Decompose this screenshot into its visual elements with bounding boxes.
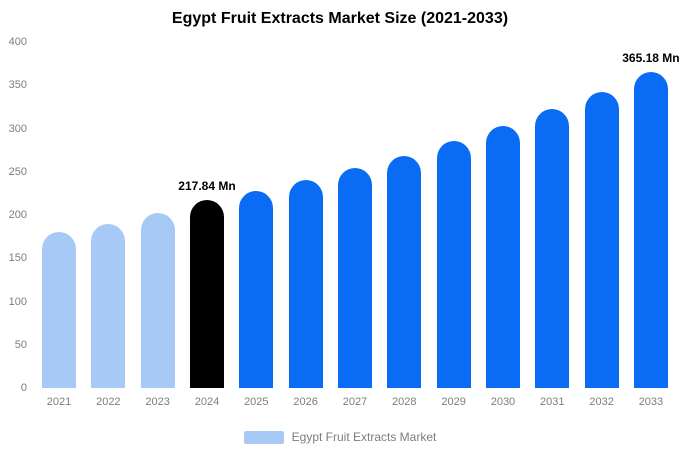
x-tick-label: 2021 <box>46 396 72 408</box>
bar <box>485 125 520 388</box>
bar <box>387 156 422 388</box>
data-label: 365.18 Mn <box>622 51 680 66</box>
y-tick-label: 100 <box>8 295 27 308</box>
legend-swatch <box>243 430 284 444</box>
y-tick-label: 400 <box>8 36 27 48</box>
y-tick-label: 350 <box>8 79 27 92</box>
y-axis: 0 50 100 150 200 250 300 350 400 <box>0 36 30 394</box>
bar-column: 2022 <box>91 42 126 408</box>
y-tick-label: 300 <box>8 122 27 135</box>
bar <box>42 232 76 388</box>
bar-column: 2031 <box>535 42 570 408</box>
y-tick-label: 250 <box>8 165 27 178</box>
bar-column: 2032 <box>584 42 619 408</box>
bar-column: 2025 <box>239 42 274 408</box>
bar <box>535 109 570 388</box>
x-tick-label: 2033 <box>638 396 664 408</box>
legend-label: Egypt Fruit Extracts Market <box>291 430 437 444</box>
x-tick-label: 2030 <box>490 396 516 408</box>
bar <box>633 72 668 388</box>
bar-column: 2030 <box>485 42 520 408</box>
y-tick-label: 200 <box>8 209 27 221</box>
bar <box>436 141 471 388</box>
x-tick-label: 2022 <box>96 396 121 408</box>
bar-column: 365.18 Mn 2033 <box>622 42 679 408</box>
x-tick-label: 2027 <box>342 396 368 408</box>
x-tick-label: 2029 <box>441 396 466 408</box>
x-tick-label: 2031 <box>540 396 565 408</box>
plot-area: 2021 2022 2023 217.84 Mn 2024 2025 2026 2027 202… <box>34 42 680 408</box>
y-tick-label: 150 <box>8 252 27 265</box>
bar-column: 2021 <box>42 42 76 408</box>
bar-column: 2026 <box>288 42 323 408</box>
x-tick-label: 2028 <box>392 396 417 408</box>
legend[interactable]: Egypt Fruit Extracts Market <box>0 430 680 444</box>
bar <box>239 190 274 388</box>
chart-title: Egypt Fruit Extracts Market Size (2021-2… <box>171 10 509 27</box>
y-tick-label: 0 <box>20 382 27 394</box>
bar-column: 2023 <box>140 42 175 408</box>
x-tick-label: 2024 <box>194 396 220 408</box>
x-tick-label: 2026 <box>293 396 318 408</box>
x-tick-label: 2032 <box>589 396 614 408</box>
bar-column: 2029 <box>436 42 471 408</box>
bar-column: 2028 <box>387 42 422 408</box>
data-label: 217.84 Mn <box>178 178 236 193</box>
bars-area: 2021 2022 2023 217.84 Mn 2024 2025 2026 2027 202… <box>34 42 680 408</box>
bar <box>337 168 372 388</box>
y-tick-label: 50 <box>14 338 27 351</box>
bar <box>91 223 126 388</box>
bar-column: 2027 <box>337 42 372 408</box>
bar-column: 217.84 Mn 2024 <box>178 42 235 408</box>
x-tick-label: 2025 <box>244 396 269 408</box>
bar <box>288 180 323 388</box>
bar <box>584 92 619 388</box>
x-tick-label: 2023 <box>145 396 170 408</box>
bar <box>140 213 175 388</box>
bar <box>189 199 224 388</box>
